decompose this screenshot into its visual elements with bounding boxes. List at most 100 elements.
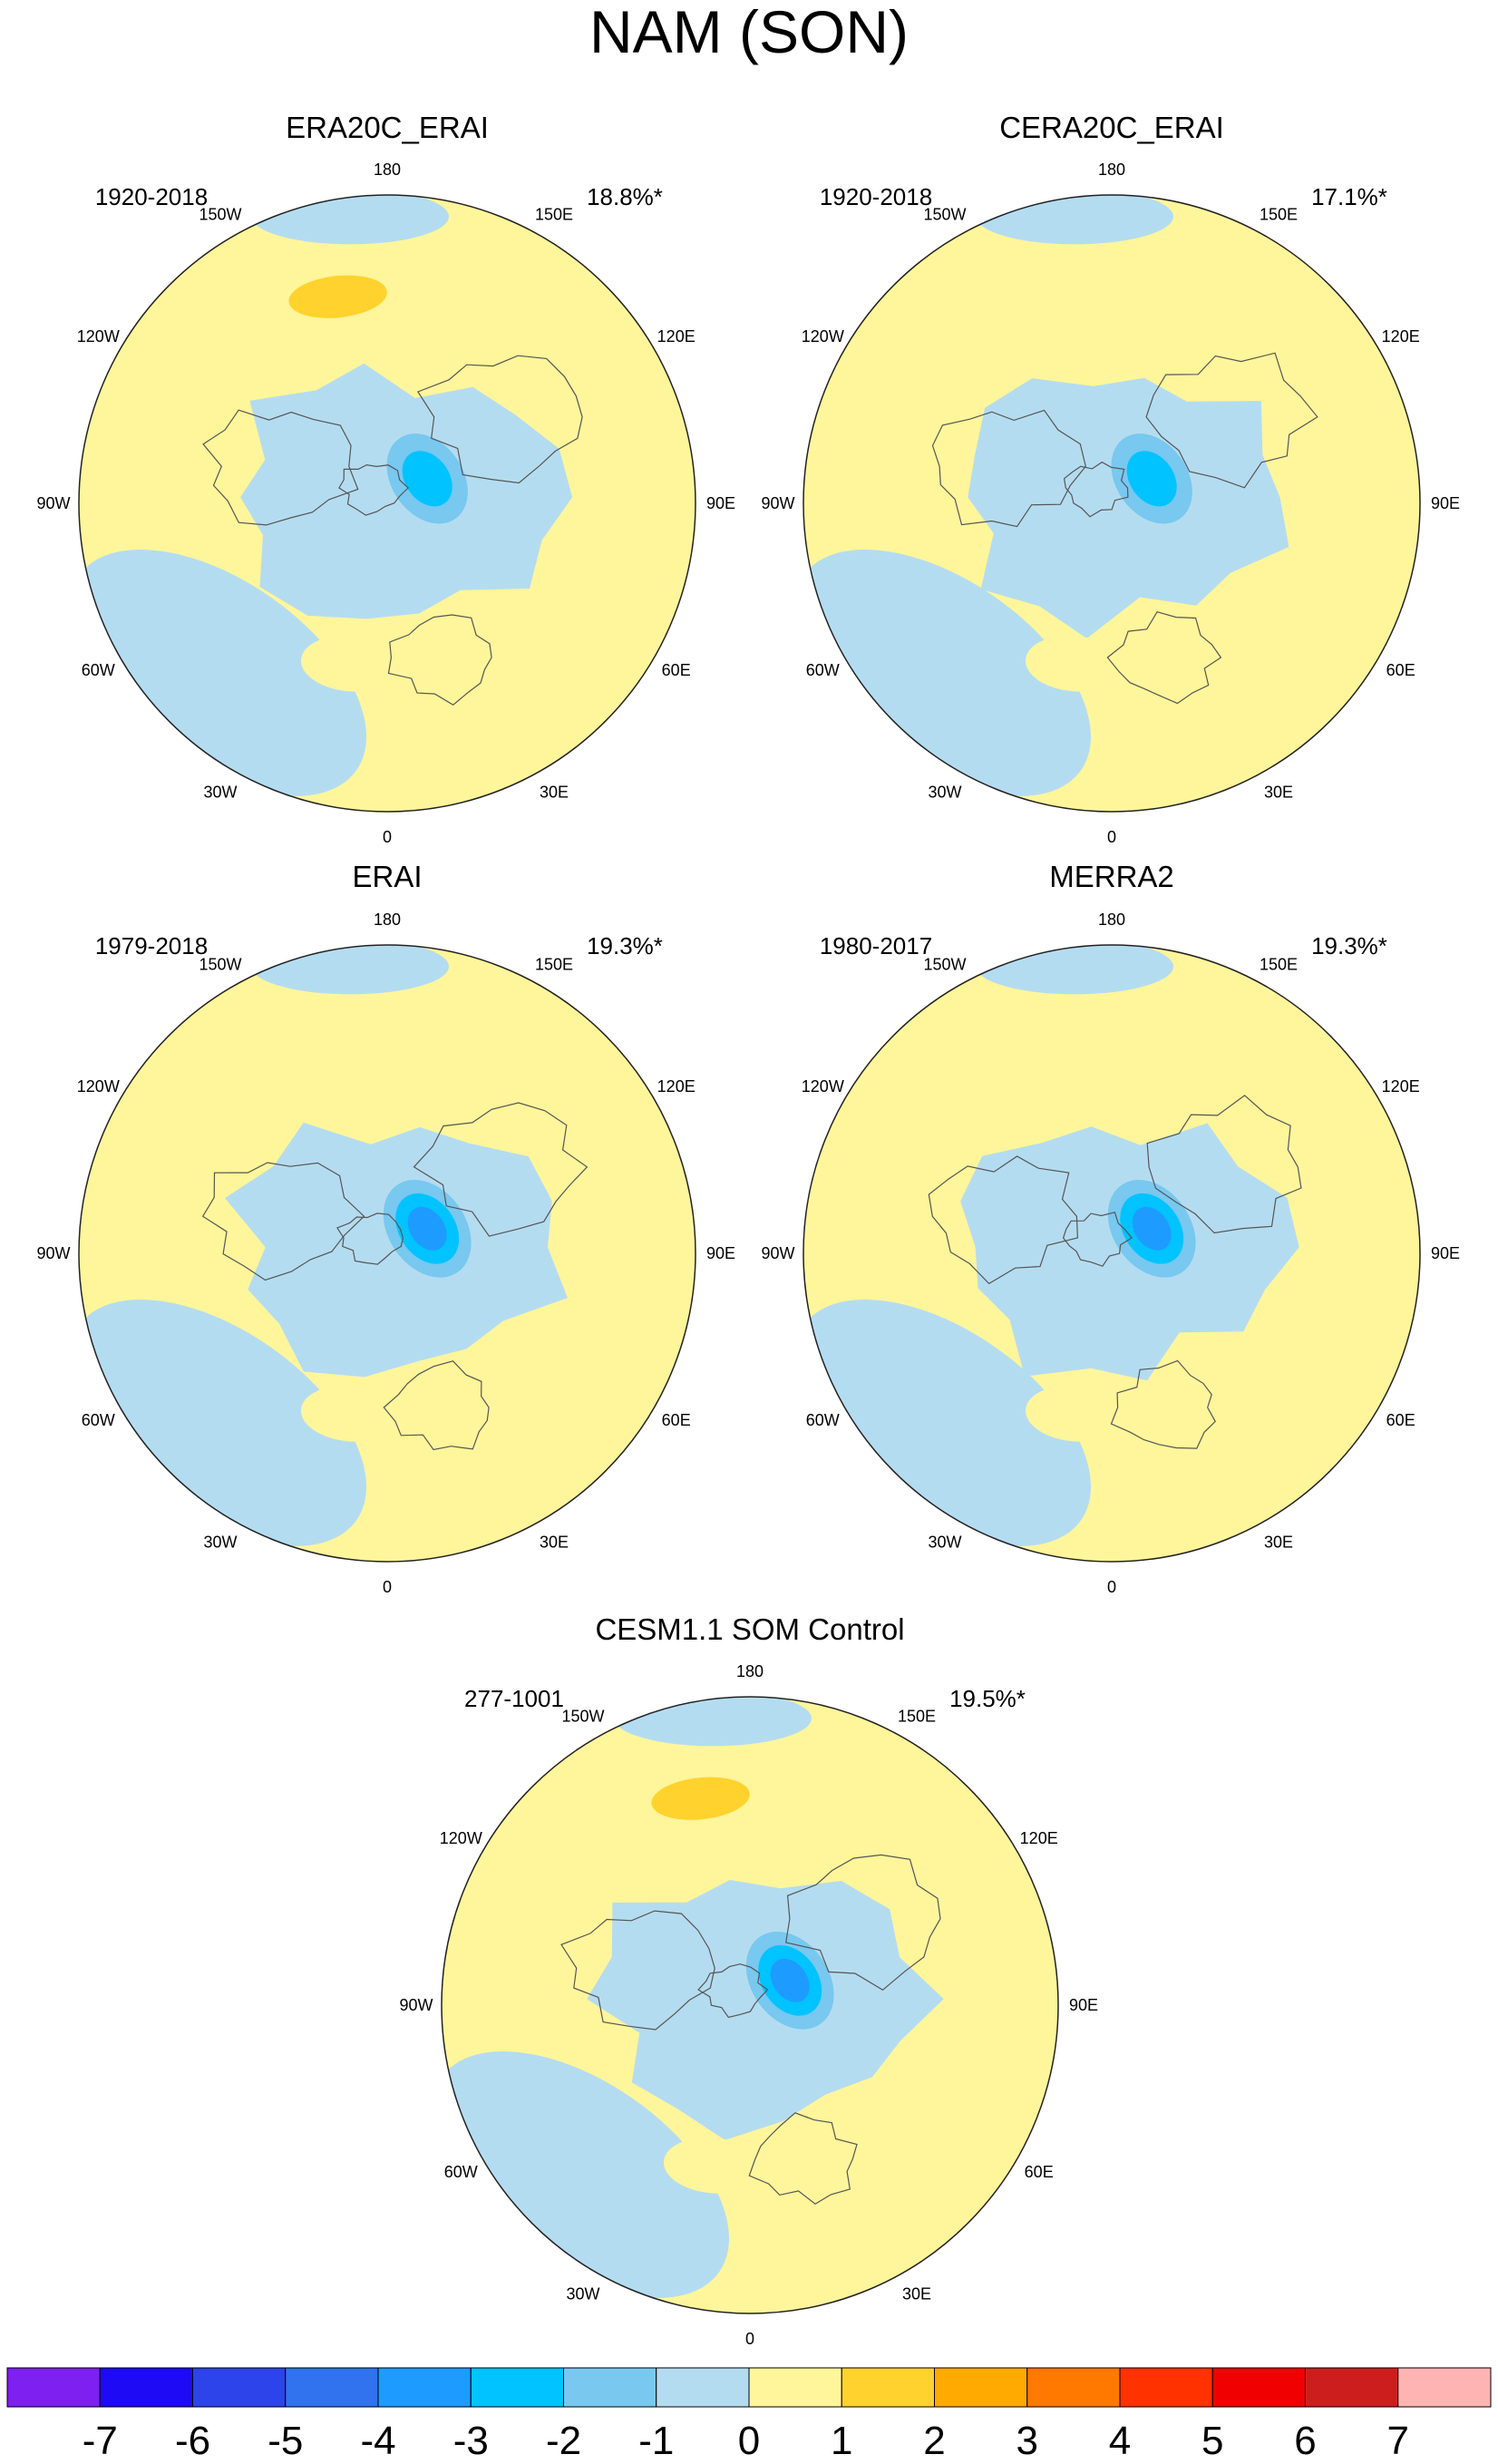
- colorbar-swatch: [1211, 2367, 1306, 2408]
- contour-north-pacific-1: [258, 1011, 418, 1082]
- longitude-label: 90E: [1431, 1244, 1460, 1262]
- longitude-label: 150W: [923, 205, 966, 223]
- longitude-label: 120W: [802, 327, 844, 346]
- longitude-label: 30E: [902, 2285, 931, 2303]
- longitude-label: 30W: [928, 1534, 961, 1552]
- longitude-label: 120W: [440, 1829, 482, 1847]
- longitude-label: 0: [383, 1578, 392, 1596]
- longitude-label: 150W: [199, 955, 241, 973]
- longitude-label: 120W: [77, 327, 120, 346]
- panel-5: CESM1.1 SOM Control 277-1001 19.5%* 180 150E…: [399, 1612, 1098, 2348]
- map-boundary: [441, 1696, 1059, 2314]
- panel-title: CESM1.1 SOM Control: [595, 1612, 904, 1646]
- panel-3: ERAI 1979-2018 19.3%* 180 150E 120E 90E 60E 30E 0…: [36, 860, 735, 1596]
- colorbar-label: -1: [638, 2419, 674, 2463]
- contour-arctic-greenland-barents-3: [1126, 451, 1177, 507]
- coastlines: [202, 355, 583, 706]
- panel-period: 1980-2017: [820, 932, 932, 959]
- map-boundary: [802, 944, 1421, 1563]
- colorbar-swatch: [1305, 2367, 1399, 2408]
- longitude-label: 120E: [1382, 1077, 1420, 1096]
- longitude-label: 0: [745, 2330, 754, 2348]
- longitude-label: 60E: [662, 1411, 691, 1429]
- contour-north-pacific-1: [982, 1011, 1143, 1082]
- longitude-label: 90W: [36, 494, 70, 512]
- colorbar-label: 2: [923, 2419, 945, 2463]
- panel-title: CERA20C_ERAI: [999, 111, 1224, 144]
- colorbar-label: -2: [546, 2419, 581, 2463]
- panel-variance: 19.3%*: [587, 932, 663, 959]
- longitude-label: 150E: [535, 205, 573, 223]
- colorbar-swatch: [656, 2367, 750, 2408]
- longitude-label: 90E: [706, 1244, 735, 1262]
- contour-europe-north-atlantic-1: [1025, 1385, 1124, 1442]
- colorbar-label: -3: [453, 2419, 489, 2463]
- colorbar-label: 3: [1016, 2419, 1038, 2463]
- longitude-label: 180: [1098, 911, 1125, 929]
- colorbar: -7 -6 -5 -4 -3 -2 -1 0 1 2 3 4 5 6 7: [6, 2367, 1492, 2463]
- panel-variance: 19.5%*: [949, 1685, 1026, 1712]
- longitude-label: 150E: [1260, 205, 1298, 223]
- map-boundary: [802, 194, 1421, 813]
- colorbar-swatch: [285, 2367, 379, 2408]
- panel-1: ERA20C_ERAI 1920-2018 18.8%* 180 150E 120E 90E…: [36, 111, 735, 846]
- contour-europe-north-atlantic-1: [1025, 635, 1124, 692]
- panel-period: 1920-2018: [820, 183, 932, 210]
- longitude-label: 150W: [199, 205, 241, 223]
- longitude-label: 90E: [706, 494, 735, 512]
- longitude-label: 120W: [77, 1077, 120, 1096]
- longitude-label: 120E: [657, 1077, 696, 1096]
- longitude-label: 90W: [761, 1244, 794, 1262]
- negative-region: [803, 1300, 1091, 1546]
- colorbar-label: 6: [1294, 2419, 1316, 2463]
- longitude-label: 30W: [203, 784, 237, 802]
- colorbar-label: -4: [360, 2419, 395, 2463]
- contour-arctic-greenland-barents-4: [1132, 1206, 1172, 1251]
- longitude-label: 180: [374, 911, 401, 929]
- coastlines: [560, 1854, 941, 2206]
- coastlines: [931, 352, 1318, 705]
- longitude-label: 60W: [806, 1411, 840, 1429]
- longitude-label: 150E: [535, 955, 573, 973]
- longitude-label: 150W: [561, 1707, 604, 1725]
- contour-arctic-greenland-barents-4: [407, 1206, 447, 1251]
- map-boundary: [78, 194, 696, 813]
- longitude-label: 30W: [203, 1534, 237, 1552]
- colorbar-label: 1: [831, 2419, 852, 2463]
- colorbar-swatch: [192, 2367, 287, 2408]
- colorbar-label: 4: [1109, 2419, 1131, 2463]
- panel-title: ERAI: [352, 860, 422, 893]
- longitude-label: 0: [383, 828, 392, 846]
- contour-arctic-greenland-barents-4: [770, 1958, 810, 2002]
- longitude-label: 90E: [1069, 1996, 1098, 2014]
- colorbar-swatch: [470, 2367, 564, 2408]
- panel-period: 277-1001: [464, 1685, 564, 1712]
- longitude-label: 30E: [540, 784, 569, 802]
- colorbar-label: 0: [738, 2419, 760, 2463]
- longitude-label: 30E: [1264, 784, 1293, 802]
- colorbar-swatch: [841, 2367, 935, 2408]
- longitude-label: 60W: [806, 661, 840, 679]
- panel-period: 1920-2018: [95, 183, 208, 210]
- longitude-label: 120W: [802, 1077, 844, 1096]
- colorbar-swatch: [934, 2367, 1028, 2408]
- longitude-label: 60E: [1386, 1411, 1415, 1429]
- longitude-label: 30E: [540, 1534, 569, 1552]
- panel-variance: 17.1%*: [1311, 183, 1387, 210]
- longitude-label: 150W: [923, 955, 966, 973]
- contour-north-pacific-1: [982, 261, 1143, 332]
- panel-period: 1979-2018: [95, 932, 208, 959]
- coastlines: [928, 1095, 1302, 1449]
- longitude-label: 60W: [444, 2163, 478, 2181]
- longitude-label: 60E: [662, 661, 691, 679]
- colorbar-label: -5: [268, 2419, 303, 2463]
- longitude-label: 30W: [928, 784, 961, 802]
- longitude-label: 60E: [1025, 2163, 1054, 2181]
- contour-arctic-greenland-barents-3: [402, 451, 452, 507]
- panel-4: MERRA2 1980-2017 19.3%* 180 150E 120E 90E 60E 30…: [761, 860, 1460, 1596]
- colorbar-swatch: [377, 2367, 472, 2408]
- longitude-label: 90E: [1431, 494, 1460, 512]
- longitude-label: 150E: [1260, 955, 1298, 973]
- panels: ERA20C_ERAI 1920-2018 18.8%* 180 150E 120E 90E…: [36, 111, 1460, 2348]
- longitude-label: 180: [374, 161, 401, 179]
